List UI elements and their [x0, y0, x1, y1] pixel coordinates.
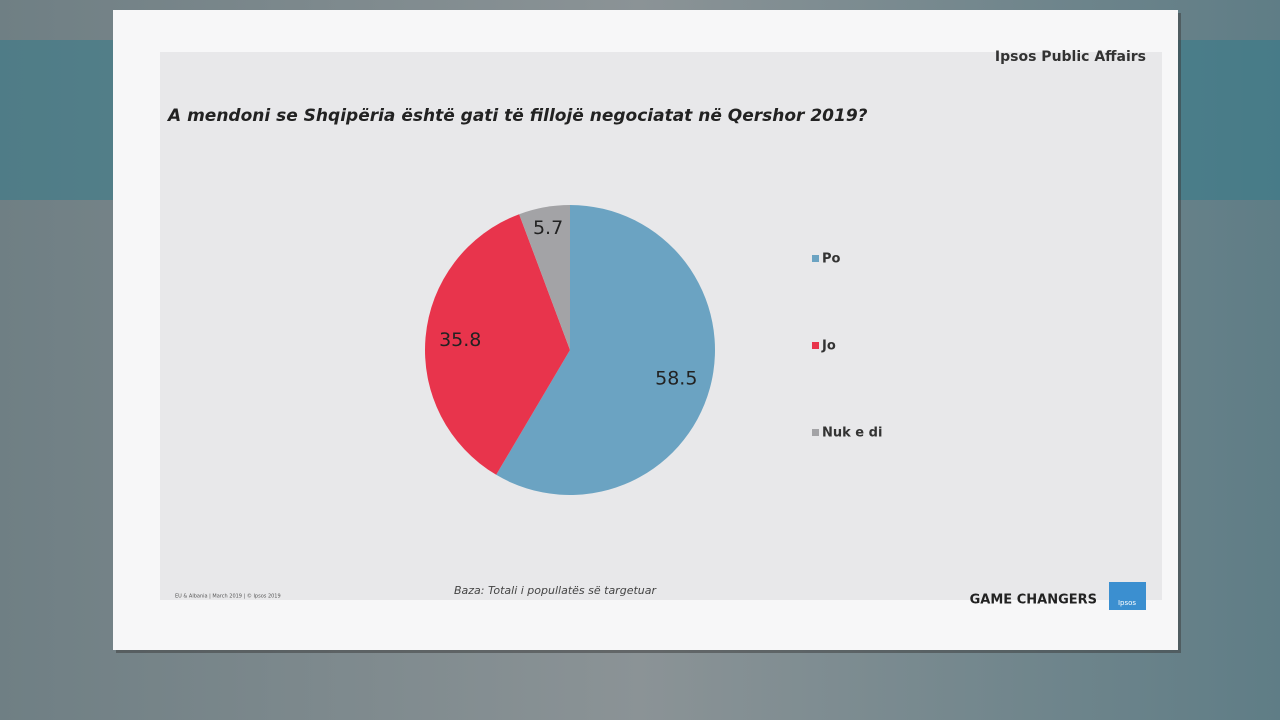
logo: Ipsos [1118, 599, 1136, 607]
legend-label: Nuk e di [822, 426, 882, 441]
note: Baza: Totali i popullatës së targetuar [454, 584, 657, 597]
legend-label: Jo [821, 339, 836, 354]
pie-slice [519, 205, 570, 350]
legend-label: Po [822, 252, 841, 267]
data-label: 5.7 [533, 217, 563, 239]
pie-slice [425, 214, 570, 475]
footer: EU & Albania | March 2019 | © Ipsos 2019 [175, 593, 281, 600]
chart-title: A mendoni se Shqipëria është gati të fil… [166, 106, 868, 126]
pie-slice [496, 205, 715, 495]
legend-swatch [812, 429, 819, 436]
legend-swatch [812, 255, 819, 262]
publisher: Ipsos Public Affairs [995, 49, 1146, 65]
data-label: 58.5 [655, 368, 697, 390]
logo-box [1109, 582, 1146, 610]
legend-swatch [812, 342, 819, 349]
pie-chart: 58.5 35.8 5.7 Po Jo Nuk e di [425, 205, 882, 495]
brand: GAME CHANGERS [970, 593, 1097, 608]
data-label: 35.8 [439, 329, 481, 351]
